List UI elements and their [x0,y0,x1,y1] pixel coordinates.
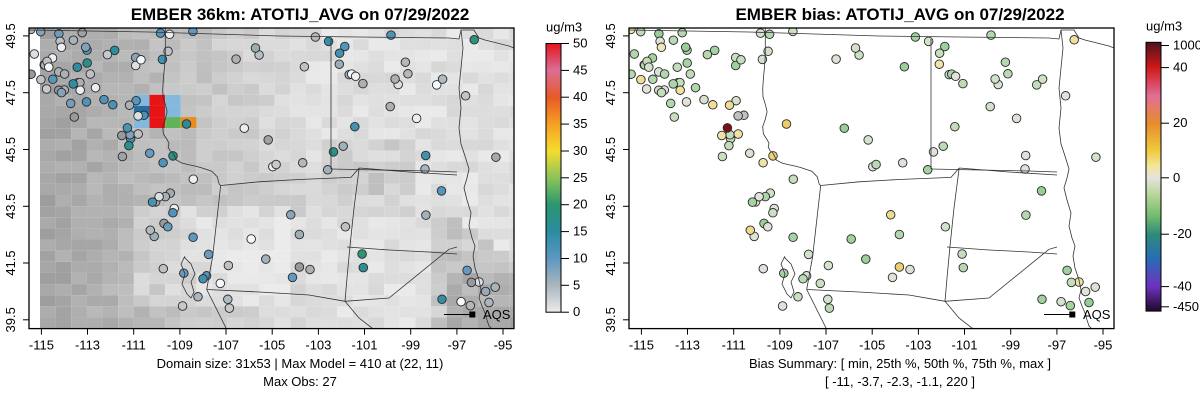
svg-text:-450: -450 [1173,299,1199,314]
svg-text:30: 30 [573,143,587,158]
svg-text:AQS: AQS [1083,307,1111,322]
svg-text:EMBER bias: ATOTIJ_AVG on 07/2: EMBER bias: ATOTIJ_AVG on 07/29/2022 [735,5,1064,24]
svg-text:-97: -97 [1048,338,1067,353]
svg-text:45.5: 45.5 [603,137,618,162]
svg-text:-97: -97 [448,338,467,353]
svg-text:EMBER 36km: ATOTIJ_AVG on 07/2: EMBER 36km: ATOTIJ_AVG on 07/29/2022 [131,5,470,24]
svg-text:-105: -105 [859,338,885,353]
svg-text:41.5: 41.5 [3,250,18,275]
svg-text:-109: -109 [767,338,793,353]
svg-text:47.5: 47.5 [3,80,18,105]
svg-text:43.5: 43.5 [603,194,618,219]
svg-text:20: 20 [1173,115,1187,130]
svg-text:-101: -101 [351,338,377,353]
svg-text:40: 40 [1173,60,1187,75]
svg-text:0: 0 [1173,170,1180,185]
svg-text:41.5: 41.5 [603,250,618,275]
svg-text:39.5: 39.5 [603,307,618,332]
svg-text:0: 0 [573,304,580,319]
svg-text:-111: -111 [122,338,146,353]
svg-text:-99: -99 [401,338,420,353]
svg-text:-101: -101 [951,338,977,353]
svg-text:35: 35 [573,116,587,131]
svg-text:-103: -103 [305,338,331,353]
svg-text:-115: -115 [629,338,654,353]
svg-text:ug/m3: ug/m3 [1146,18,1182,33]
svg-text:5: 5 [573,277,580,292]
svg-text:39.5: 39.5 [3,307,18,332]
svg-text:20: 20 [573,197,587,212]
svg-text:[ -11, -3.7, -2.3, -1.1, 2: [ -11, -3.7, -2.3, -1.1, 220 ] [825,374,975,389]
svg-text:-99: -99 [1001,338,1020,353]
svg-text:AQS: AQS [483,307,511,322]
svg-text:15: 15 [573,224,587,239]
svg-text:-111: -111 [722,338,746,353]
svg-text:49.5: 49.5 [3,23,18,48]
svg-text:-109: -109 [167,338,193,353]
svg-text:-107: -107 [813,338,839,353]
svg-text:-95: -95 [494,338,513,353]
svg-text:43.5: 43.5 [3,194,18,219]
svg-text:10000: 10000 [1173,38,1200,53]
svg-text:Max Obs: 27: Max Obs: 27 [263,374,337,389]
svg-text:-113: -113 [675,338,700,353]
svg-text:-95: -95 [1094,338,1113,353]
svg-text:-20: -20 [1173,226,1192,241]
svg-text:45.5: 45.5 [3,137,18,162]
svg-text:10: 10 [573,251,587,266]
svg-text:-40: -40 [1173,279,1192,294]
svg-text:45: 45 [573,62,587,77]
svg-text:-103: -103 [905,338,931,353]
svg-text:25: 25 [573,170,587,185]
svg-text:-115: -115 [29,338,54,353]
svg-text:ug/m3: ug/m3 [546,20,582,35]
svg-text:47.5: 47.5 [603,80,618,105]
svg-text:Domain size: 31x53 | Max Model: Domain size: 31x53 | Max Model = 410 at … [157,356,444,371]
svg-text:-107: -107 [213,338,239,353]
svg-text:Bias Summary: [ min, 25th %, 5: Bias Summary: [ min, 25th %, 50th %, 75t… [749,356,1051,371]
svg-text:40: 40 [573,89,587,104]
svg-text:50: 50 [573,36,587,51]
svg-text:49.5: 49.5 [603,23,618,48]
svg-text:-113: -113 [75,338,100,353]
svg-text:-105: -105 [259,338,285,353]
